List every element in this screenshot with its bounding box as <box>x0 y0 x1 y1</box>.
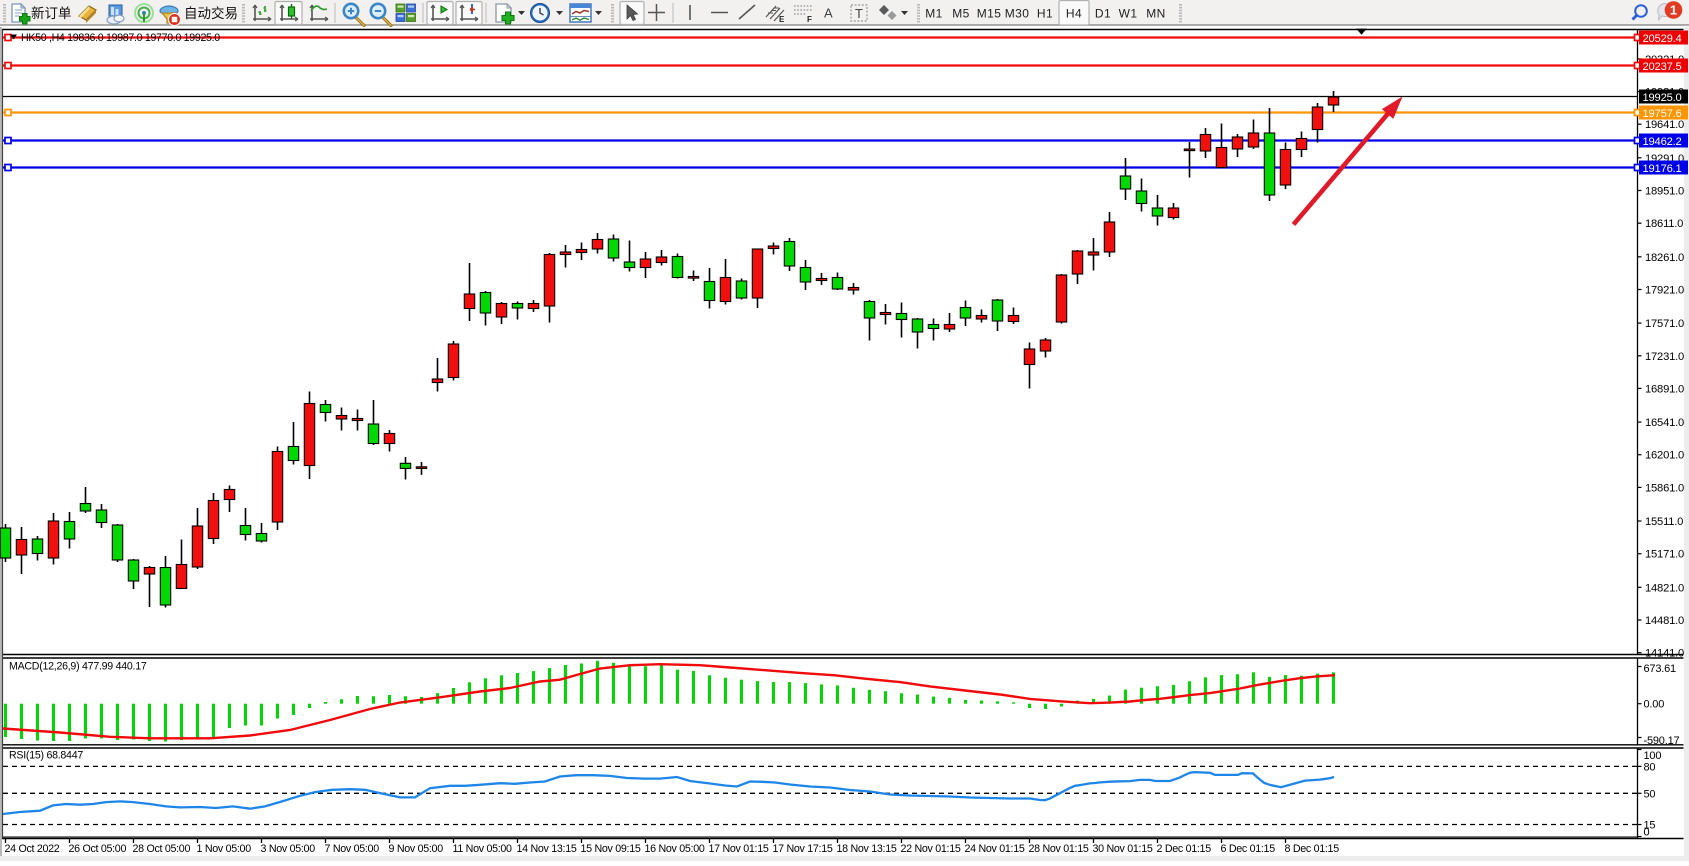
svg-text:1: 1 <box>1670 3 1677 18</box>
svg-text:19641.0: 19641.0 <box>1645 119 1684 131</box>
svg-text:17 Nov 01:15: 17 Nov 01:15 <box>709 843 769 855</box>
svg-text:2 Dec 01:15: 2 Dec 01:15 <box>1157 843 1212 855</box>
svg-text:M15: M15 <box>977 7 1002 21</box>
svg-text:16541.0: 16541.0 <box>1645 417 1684 429</box>
svg-text:H1: H1 <box>1037 7 1053 21</box>
svg-text:A: A <box>824 6 833 21</box>
svg-text:673.61: 673.61 <box>1644 663 1677 675</box>
svg-text:MACD(12,26,9) 477.99 440.17: MACD(12,26,9) 477.99 440.17 <box>9 661 147 673</box>
svg-text:17571.0: 17571.0 <box>1645 318 1684 330</box>
svg-text:22 Nov 01:15: 22 Nov 01:15 <box>901 843 961 855</box>
svg-text:14481.0: 14481.0 <box>1645 615 1684 627</box>
svg-text:18261.0: 18261.0 <box>1645 252 1684 264</box>
svg-text:E: E <box>779 15 785 24</box>
svg-text:17921.0: 17921.0 <box>1645 285 1684 297</box>
svg-text:自动交易: 自动交易 <box>184 5 238 21</box>
svg-text:20237.5: 20237.5 <box>1643 61 1682 73</box>
svg-text:19925.0: 19925.0 <box>1643 92 1682 104</box>
svg-text:19176.1: 19176.1 <box>1643 163 1682 175</box>
svg-text:30 Nov 01:15: 30 Nov 01:15 <box>1093 843 1153 855</box>
svg-text:16201.0: 16201.0 <box>1645 450 1684 462</box>
svg-text:24 Oct 2022: 24 Oct 2022 <box>5 843 60 855</box>
svg-text:0.00: 0.00 <box>1644 699 1665 711</box>
svg-text:9 Nov 05:00: 9 Nov 05:00 <box>389 843 444 855</box>
svg-text:50: 50 <box>1644 788 1656 800</box>
svg-text:14141.0: 14141.0 <box>1645 648 1684 660</box>
svg-text:6 Dec 01:15: 6 Dec 01:15 <box>1221 843 1276 855</box>
svg-text:17 Nov 17:15: 17 Nov 17:15 <box>773 843 833 855</box>
svg-text:15511.0: 15511.0 <box>1645 516 1683 528</box>
svg-text:0: 0 <box>1644 826 1650 838</box>
svg-text:8 Dec 01:15: 8 Dec 01:15 <box>1285 843 1340 855</box>
svg-text:15861.0: 15861.0 <box>1645 482 1684 494</box>
svg-text:M1: M1 <box>925 7 942 21</box>
svg-text:RSI(15) 68.8447: RSI(15) 68.8447 <box>9 750 83 762</box>
svg-text:15171.0: 15171.0 <box>1645 549 1684 561</box>
svg-text:3 Nov 05:00: 3 Nov 05:00 <box>261 843 316 855</box>
svg-text:14821.0: 14821.0 <box>1645 582 1684 594</box>
svg-text:28 Oct 05:00: 28 Oct 05:00 <box>133 843 191 855</box>
svg-text:14 Nov 13:15: 14 Nov 13:15 <box>517 843 577 855</box>
svg-text:D1: D1 <box>1095 7 1111 21</box>
svg-text:T: T <box>855 6 863 21</box>
svg-text:18951.0: 18951.0 <box>1645 186 1684 198</box>
svg-text:100: 100 <box>1644 750 1662 762</box>
svg-text:80: 80 <box>1644 761 1656 773</box>
svg-text:17231.0: 17231.0 <box>1645 351 1684 363</box>
svg-text:16891.0: 16891.0 <box>1645 383 1684 395</box>
svg-text:16 Nov 05:00: 16 Nov 05:00 <box>645 843 705 855</box>
svg-text:W1: W1 <box>1119 7 1138 21</box>
svg-text:MN: MN <box>1146 7 1165 21</box>
svg-text:26 Oct 05:00: 26 Oct 05:00 <box>69 843 127 855</box>
svg-text:18 Nov 13:15: 18 Nov 13:15 <box>837 843 897 855</box>
svg-text:18611.0: 18611.0 <box>1645 218 1683 230</box>
svg-text:M30: M30 <box>1005 7 1030 21</box>
svg-text:15: 15 <box>1644 820 1656 832</box>
svg-text:7 Nov 05:00: 7 Nov 05:00 <box>325 843 380 855</box>
svg-text:F: F <box>807 15 812 24</box>
svg-text:19757.6: 19757.6 <box>1643 108 1682 120</box>
svg-text:20529.4: 20529.4 <box>1643 33 1682 45</box>
svg-text:M5: M5 <box>952 7 969 21</box>
svg-text:H4: H4 <box>1066 7 1082 21</box>
svg-text:1 Nov 05:00: 1 Nov 05:00 <box>197 843 252 855</box>
svg-text:24 Nov 01:15: 24 Nov 01:15 <box>965 843 1025 855</box>
svg-text:11 Nov 05:00: 11 Nov 05:00 <box>453 843 513 855</box>
svg-text:15 Nov 09:15: 15 Nov 09:15 <box>581 843 641 855</box>
svg-text:新订单: 新订单 <box>31 6 72 21</box>
svg-text:-590.17: -590.17 <box>1644 735 1680 747</box>
svg-text:HK50 ,H4 19836.0 19987.0 1977: HK50 ,H4 19836.0 19987.0 19770.0 19925.0 <box>21 32 220 44</box>
svg-text:19462.2: 19462.2 <box>1643 136 1682 148</box>
svg-text:28 Nov 01:15: 28 Nov 01:15 <box>1029 843 1089 855</box>
